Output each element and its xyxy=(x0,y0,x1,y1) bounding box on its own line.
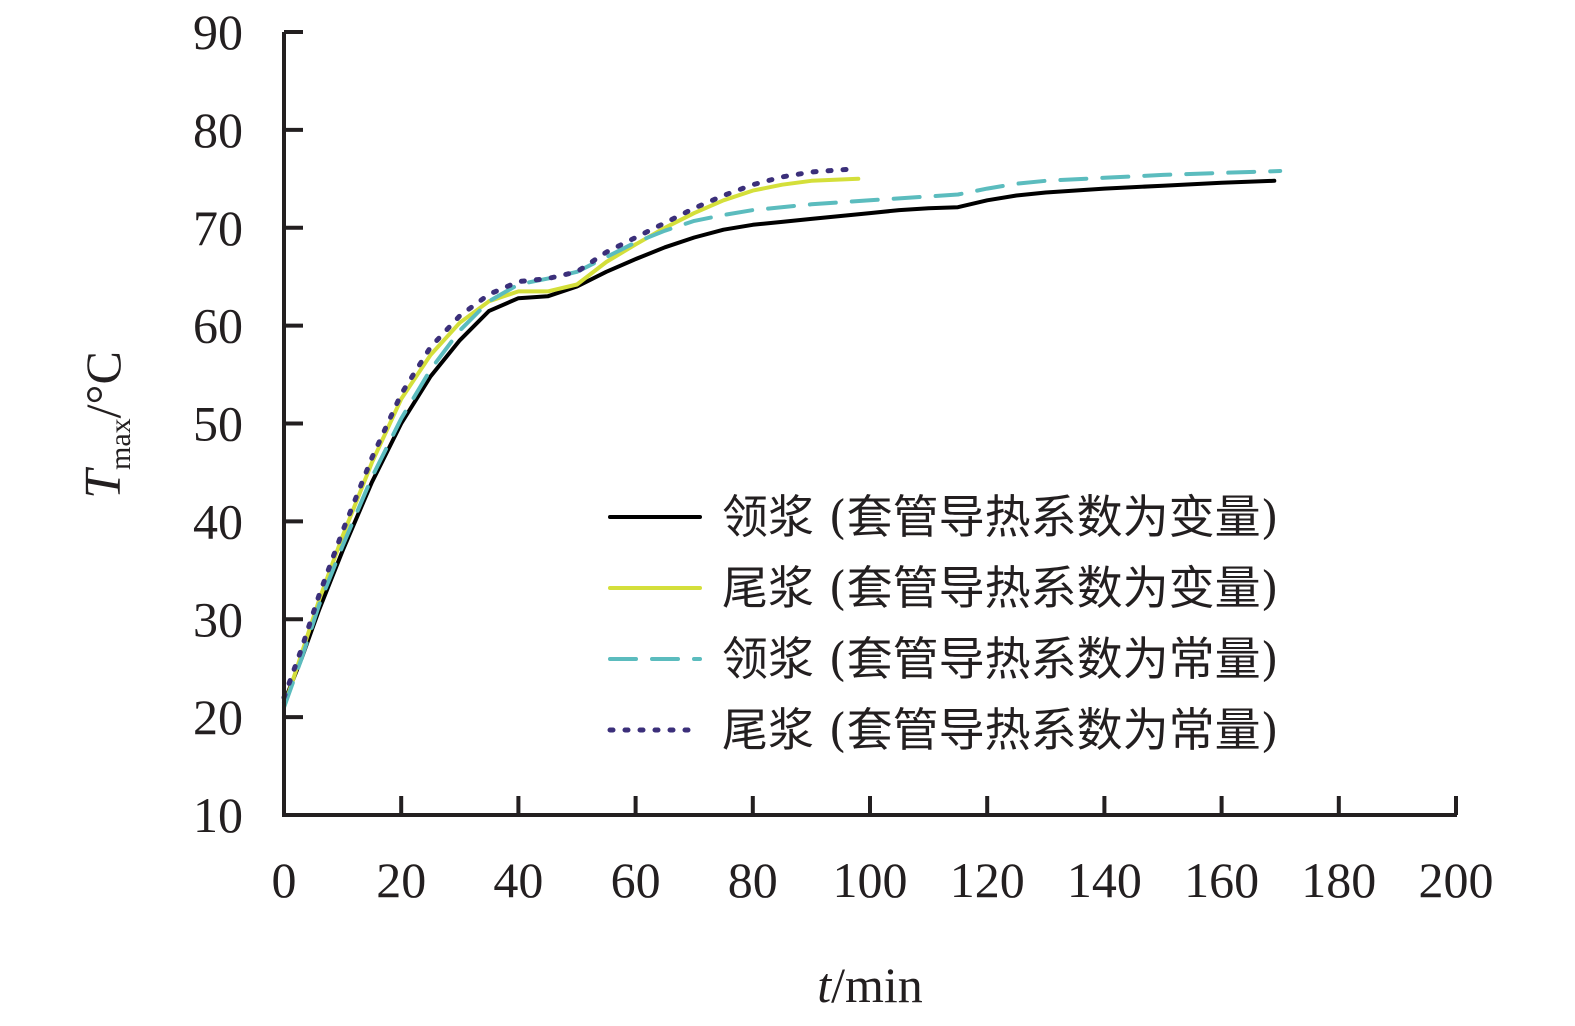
x-axis-title: t/min xyxy=(817,957,923,1013)
y-ticks: 10 20 30 40 50 60 70 80 90 xyxy=(193,4,303,843)
series-line-3 xyxy=(282,169,1283,710)
series-line-1 xyxy=(282,178,1277,705)
x-tick-label: 20 xyxy=(376,852,426,908)
legend-label: 领浆 (套管导热系数为变量) xyxy=(722,490,1279,544)
legend: 领浆 (套管导热系数为变量) 尾浆 (套管导热系数为变量) 领浆 (套管导热系数为常… xyxy=(607,490,1279,757)
x-tick-label: 180 xyxy=(1301,852,1376,908)
x-tick-label: 140 xyxy=(1067,852,1142,908)
legend-label: 领浆 (套管导热系数为常量) xyxy=(722,632,1279,686)
axes xyxy=(282,32,1457,817)
y-tick-label: 50 xyxy=(193,396,243,452)
y-tick-label: 20 xyxy=(193,689,243,745)
y-tick-label: 30 xyxy=(193,591,243,647)
x-tick-label: 100 xyxy=(833,852,908,908)
legend-label: 尾浆 (套管导热系数为常量) xyxy=(722,703,1279,757)
x-tick-label: 40 xyxy=(493,852,543,908)
x-tick-label: 80 xyxy=(728,852,778,908)
y-tick-label: 70 xyxy=(193,200,243,256)
x-ticks: 0 20 40 60 80 100 120 140 160 180 200 xyxy=(272,796,1494,908)
x-tick-label: 0 xyxy=(272,852,297,908)
y-tick-label: 80 xyxy=(193,102,243,158)
series-line-2 xyxy=(282,176,861,710)
plot-lines xyxy=(281,166,1283,710)
x-tick-label: 60 xyxy=(611,852,661,908)
legend-label: 尾浆 (套管导热系数为变量) xyxy=(722,561,1279,615)
x-tick-label: 160 xyxy=(1184,852,1259,908)
series-line-4 xyxy=(281,166,855,700)
y-tick-label: 60 xyxy=(193,298,243,354)
y-tick-label: 90 xyxy=(193,4,243,60)
y-tick-label: 10 xyxy=(193,787,243,843)
y-tick-label: 40 xyxy=(193,493,243,549)
x-tick-label: 200 xyxy=(1419,852,1494,908)
x-tick-label: 120 xyxy=(950,852,1025,908)
y-axis-title: Tmax/°C xyxy=(75,351,137,499)
